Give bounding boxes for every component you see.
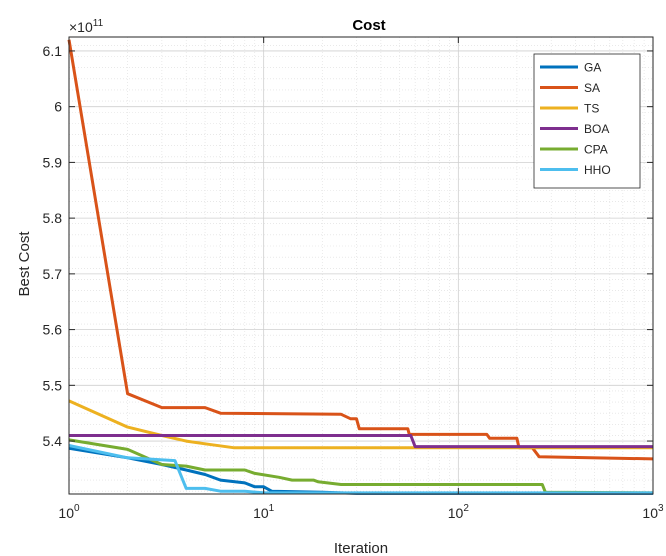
- x-tick-label: 103: [642, 503, 664, 521]
- y-axis-label: Best Cost: [16, 231, 33, 297]
- y-tick-label: 5.6: [43, 322, 63, 338]
- legend-label: GA: [584, 61, 601, 75]
- y-tick-label: 5.8: [43, 210, 63, 226]
- series-line-cpa: [68, 438, 654, 495]
- legend-item-hho: HHO: [540, 163, 611, 177]
- x-tick-label: 102: [448, 503, 470, 521]
- legend-label: TS: [584, 102, 599, 116]
- series-line-hho: [68, 444, 653, 495]
- series-layer: [67, 39, 654, 495]
- legend-item-ga: GA: [540, 61, 601, 75]
- legend-label: SA: [584, 81, 600, 95]
- chart-title: Cost: [352, 17, 385, 34]
- legend-label: CPA: [584, 143, 608, 157]
- x-tick-label: 101: [253, 503, 275, 521]
- y-tick-label: 6.1: [43, 43, 63, 59]
- y-tick-label: 5.9: [43, 154, 63, 170]
- y-tick-labels: 5.4 5.5 5.6 5.7 5.8 5.9 6 6.1: [43, 43, 63, 449]
- legend-item-sa: SA: [540, 81, 600, 95]
- legend-label: HHO: [584, 163, 611, 177]
- axes-box: [68, 36, 654, 495]
- series-line-ts: [68, 399, 653, 450]
- x-tick-labels: 100 101 102 103: [58, 503, 664, 521]
- y-tick-label: 6: [54, 99, 62, 115]
- series-line-ga: [68, 446, 653, 495]
- y-tick-label: 5.5: [43, 377, 63, 393]
- x-axis-label: Iteration: [334, 540, 388, 556]
- legend: GA SA TS BOA CPA HHO: [533, 53, 641, 189]
- x-tick-label: 100: [58, 503, 80, 521]
- legend-item-ts: TS: [540, 102, 599, 116]
- tick-marks: [68, 37, 654, 494]
- y-tick-label: 5.4: [43, 433, 63, 449]
- y-exponent-label: ×1011: [69, 18, 104, 35]
- y-tick-label: 5.7: [43, 266, 63, 282]
- legend-box: [533, 53, 641, 189]
- legend-item-cpa: CPA: [540, 143, 608, 157]
- series-line-boa: [69, 434, 653, 449]
- legend-label: BOA: [584, 122, 609, 136]
- legend-item-boa: BOA: [540, 122, 609, 136]
